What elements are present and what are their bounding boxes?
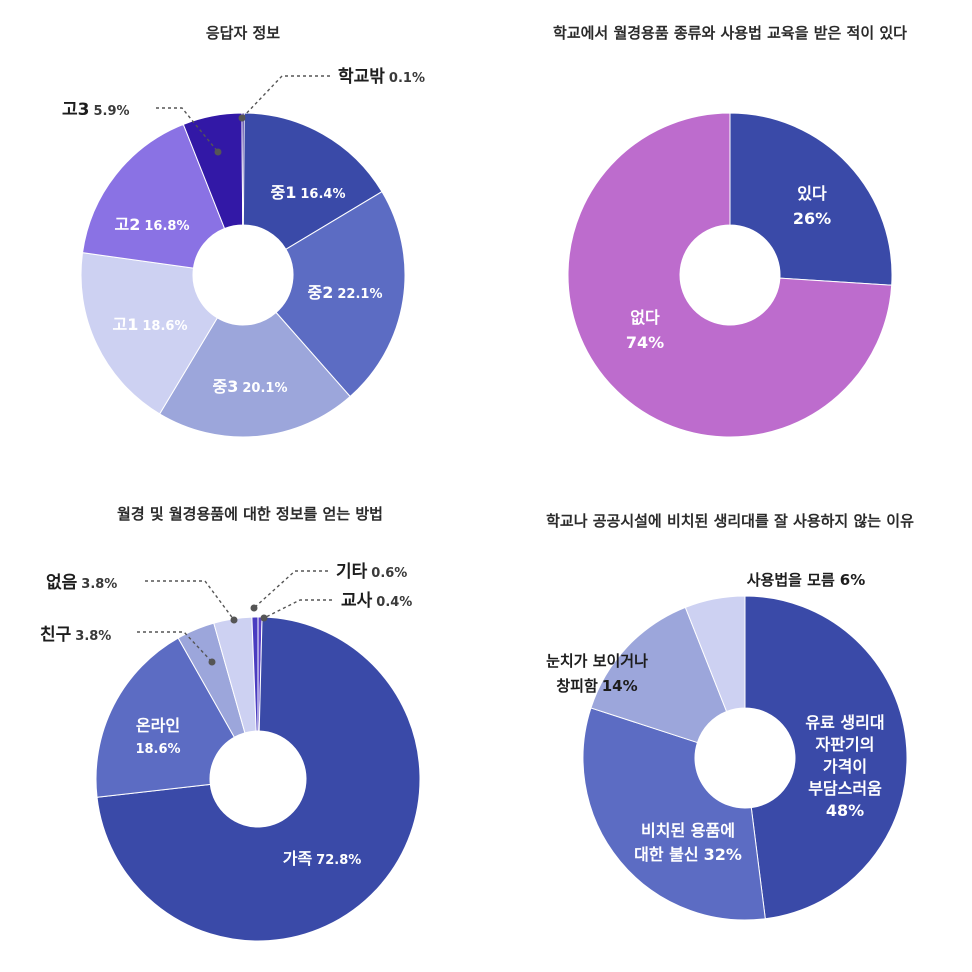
leader-line	[241, 75, 330, 119]
slice-label: 온라인	[136, 716, 180, 735]
chart-title: 학교나 공공시설에 비치된 생리대를 잘 사용하지 않는 이유	[546, 512, 914, 530]
slice-label-outside: 눈치가 보이거나	[546, 652, 648, 670]
leader-dot	[214, 148, 222, 156]
leader-dot	[238, 114, 246, 122]
donut-slices	[567, 112, 893, 438]
slice-label: 중1 16.4%	[271, 183, 346, 202]
chart-title: 학교에서 월경용품 종류와 사용법 교육을 받은 적이 있다	[553, 24, 907, 42]
slice-value: 48%	[826, 801, 864, 820]
slice-value: 18.6%	[135, 742, 180, 757]
leader-dot	[260, 614, 268, 622]
donut-slice	[590, 606, 728, 744]
donut-slice	[684, 595, 746, 713]
donut-slice	[81, 123, 226, 269]
slice-label-outside: 고3 5.9%	[62, 100, 130, 120]
slice-label: 있다	[797, 184, 827, 203]
slice-label-line: 유료 생리대	[805, 713, 884, 732]
donut-slice	[729, 112, 893, 286]
chart-info-source: 월경 및 월경용품에 대한 정보를 얻는 방법 가족 72.8% 온라인 18.6…	[40, 505, 421, 942]
donut-slice	[582, 707, 766, 921]
chart-respondents: 응답자 정보 중1 16.4% 중2 22.1% 중3 20.1% 고1 18.6% 고…	[62, 24, 425, 438]
leader-line	[145, 580, 235, 621]
slice-label-line: 부담스러움	[808, 779, 882, 798]
donut-slice	[275, 190, 406, 398]
slice-label-line: 가격이	[823, 757, 867, 776]
slice-label: 고2 16.8%	[115, 215, 190, 234]
slice-label-outside: 기타 0.6%	[336, 562, 407, 582]
slice-label-outside: 사용법을 모름 6%	[747, 571, 866, 589]
leader-dot	[250, 604, 258, 612]
chart-title: 월경 및 월경용품에 대한 정보를 얻는 방법	[117, 505, 383, 523]
slice-label: 고1 18.6%	[113, 315, 188, 334]
chart-title: 응답자 정보	[206, 24, 280, 42]
slice-value: 74%	[626, 333, 664, 352]
slice-label-outside: 교사 0.4%	[341, 591, 412, 611]
chart-pad-reasons: 학교나 공공시설에 비치된 생리대를 잘 사용하지 않는 이유 유료 생리대 자…	[546, 512, 914, 921]
chart-education: 학교에서 월경용품 종류와 사용법 교육을 받은 적이 있다 있다 26% 없다…	[553, 24, 907, 438]
slice-label: 가족 72.8%	[283, 849, 362, 868]
donut-slice	[95, 637, 236, 798]
leader-line	[156, 107, 219, 153]
slice-label-outside: 없음 3.8%	[46, 573, 117, 593]
donut-slice	[158, 311, 351, 438]
slice-label-outside: 학교밖 0.1%	[338, 67, 425, 87]
donut-slice	[744, 595, 908, 920]
donut-slice	[567, 112, 893, 438]
donut-slice	[96, 616, 421, 942]
leader-dot	[230, 616, 238, 624]
donut-slice	[251, 616, 259, 732]
slice-value: 26%	[793, 209, 831, 228]
donut-slices	[95, 616, 421, 942]
leader-line	[253, 570, 328, 609]
donut-slice	[242, 112, 383, 250]
slice-label-line: 대한 불신 32%	[634, 845, 742, 864]
donut-slices	[80, 112, 406, 438]
leader-line	[137, 631, 213, 663]
slice-label-outside: 창피함 14%	[556, 677, 637, 695]
slice-label-line: 비치된 용품에	[641, 821, 735, 840]
leader-dot	[208, 658, 216, 666]
slice-label: 중3 20.1%	[213, 377, 288, 396]
slice-label: 없다	[630, 308, 660, 327]
donut-slice	[241, 112, 245, 226]
donut-slice	[80, 252, 218, 415]
slice-label: 중2 22.1%	[308, 283, 383, 302]
leader-line	[263, 599, 332, 619]
slice-label-line: 자판기의	[816, 735, 875, 754]
donut-slices	[582, 595, 908, 921]
slice-label-outside: 친구 3.8%	[40, 625, 111, 645]
